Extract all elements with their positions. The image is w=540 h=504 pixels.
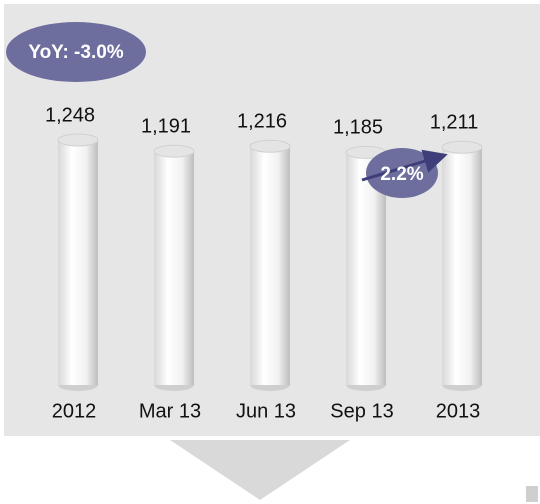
- annotations: YoY: -3.0% 2.2%: [6, 22, 448, 198]
- data-label: 1,191: [141, 115, 191, 137]
- growth-arrow: [361, 149, 448, 182]
- data-label: 1,211: [430, 112, 479, 134]
- growth-label: 2.2%: [380, 164, 423, 185]
- data-label: 1,248: [45, 104, 95, 126]
- x-tick-label: 2012: [52, 400, 97, 422]
- bar: [442, 147, 482, 385]
- cylinder-top: [57, 133, 99, 147]
- bars: 1,248 2012 1,191 Mar 13 1,216 Jun 13 1,185 Sep …: [45, 104, 483, 422]
- yoy-badge: [6, 22, 146, 82]
- cylinder-top: [441, 140, 483, 154]
- corner-block: [526, 486, 538, 502]
- cylinder-top: [153, 144, 195, 158]
- data-label: 1,185: [333, 117, 383, 139]
- x-tick-label: Jun 13: [236, 400, 296, 422]
- growth-badge: [366, 148, 438, 198]
- yoy-label: YoY: -3.0%: [28, 42, 123, 63]
- down-arrow: [170, 440, 350, 500]
- cylinder-top: [249, 139, 291, 153]
- data-label: 1,216: [237, 111, 287, 133]
- bar: [154, 151, 194, 385]
- x-tick-label: 2013: [436, 400, 481, 422]
- x-tick-label: Mar 13: [139, 400, 201, 422]
- x-tick-label: Sep 13: [330, 400, 393, 422]
- bar: [250, 146, 290, 385]
- bar: [58, 140, 98, 385]
